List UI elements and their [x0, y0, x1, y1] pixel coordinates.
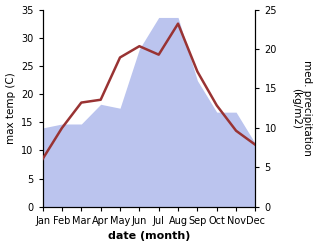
X-axis label: date (month): date (month): [108, 231, 190, 242]
Y-axis label: max temp (C): max temp (C): [5, 72, 16, 144]
Y-axis label: med. precipitation
(kg/m2): med. precipitation (kg/m2): [291, 60, 313, 156]
